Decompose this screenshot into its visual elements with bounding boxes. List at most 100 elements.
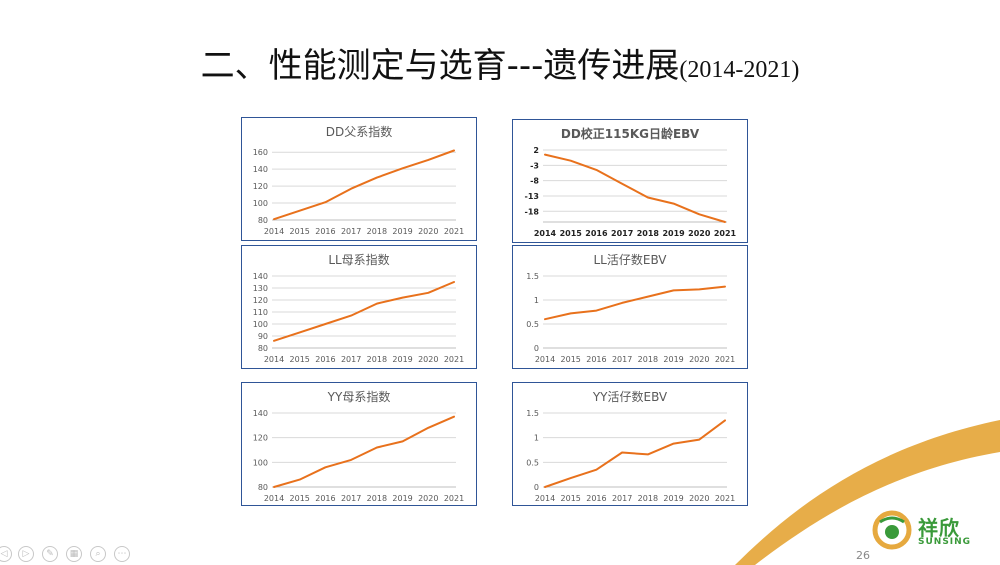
series-line — [273, 415, 455, 488]
x-tick-label: 2014 — [534, 229, 557, 238]
chart-title: YY母系指数 — [327, 389, 391, 404]
x-tick-label: 2016 — [315, 355, 335, 364]
chart-dd-days-ebv: DD校正115KG日龄EBV 2 -3 -8 -13 -18 2014 2015 2016 201… — [512, 119, 748, 243]
y-tick-label: 1 — [534, 296, 539, 305]
chart-title: DD父系指数 — [326, 124, 392, 139]
x-tick-label: 2021 — [714, 229, 737, 238]
x-tick-label: 2015 — [561, 494, 581, 503]
y-tick-label: 120 — [253, 182, 268, 191]
x-tick-label: 2014 — [535, 355, 555, 364]
x-tick-label: 2021 — [444, 227, 464, 236]
logo-subtext: SUNSING — [918, 537, 972, 547]
pen-icon[interactable]: ✎ — [42, 546, 58, 562]
y-tick-label: 140 — [253, 409, 268, 418]
y-tick-label: -8 — [530, 177, 539, 186]
x-tick-label: 2017 — [612, 355, 632, 364]
slideshow-controls: ◁ ▷ ✎ ▦ ⌕ ⋯ — [0, 545, 150, 565]
chart-title: LL母系指数 — [328, 252, 389, 267]
x-tick-label: 2020 — [688, 229, 711, 238]
y-tick-label: 100 — [253, 199, 268, 208]
x-tick-label: 2018 — [367, 494, 387, 503]
zoom-icon[interactable]: ⌕ — [90, 546, 106, 562]
more-options-icon[interactable]: ⋯ — [114, 546, 130, 562]
x-tick-label: 2020 — [418, 355, 438, 364]
x-tick-label: 2018 — [638, 355, 658, 364]
x-tick-label: 2017 — [611, 229, 633, 238]
y-tick-label: 120 — [253, 434, 268, 443]
logo-mark-icon — [872, 510, 912, 550]
y-tick-label: 160 — [253, 148, 268, 157]
x-tick-label: 2021 — [715, 355, 735, 364]
x-tick-label: 2015 — [561, 355, 581, 364]
chart-yy-litter-ebv: YY活仔数EBV 0 0.5 1 1.5 2014 2015 2016 2017 2018 2019… — [512, 382, 748, 506]
chart-svg: YY活仔数EBV 0 0.5 1 1.5 2014 2015 2016 2017 2018 2019… — [526, 389, 735, 503]
x-tick-label: 2020 — [418, 227, 438, 236]
y-tick-label: 0.5 — [526, 458, 539, 467]
x-tick-label: 2016 — [315, 227, 335, 236]
x-tick-label: 2016 — [586, 355, 606, 364]
company-logo: 祥欣 SUNSING — [872, 510, 982, 550]
slides-view-icon[interactable]: ▦ — [66, 546, 82, 562]
x-tick-label: 2014 — [264, 227, 284, 236]
chart-svg: DD父系指数 80 100 120 140 160 2014 2015 2016 2017 2018… — [253, 124, 464, 236]
chart-title: LL活仔数EBV — [593, 252, 667, 267]
x-tick-label: 2016 — [585, 229, 608, 238]
y-tick-label: 0 — [534, 483, 539, 492]
x-tick-label: 2015 — [560, 229, 583, 238]
next-slide-icon[interactable]: ▷ — [18, 546, 34, 562]
slide-title-years: (2014-2021) — [679, 57, 800, 83]
x-tick-label: 2020 — [689, 494, 709, 503]
y-tick-label: 110 — [253, 308, 268, 317]
x-tick-label: 2018 — [367, 227, 387, 236]
chart-svg: YY母系指数 80 100 120 140 2014 2015 2016 2017 2018 201… — [253, 389, 464, 503]
x-tick-label: 2016 — [586, 494, 606, 503]
chart-svg: LL母系指数 80 90 100 110 120 130 140 2014 2015 2016 201… — [253, 252, 464, 364]
y-tick-label: -18 — [525, 207, 540, 216]
chart-ll-dam-index: LL母系指数 80 90 100 110 120 130 140 2014 2015 2016 201… — [241, 245, 477, 369]
x-tick-label: 2017 — [612, 494, 632, 503]
x-tick-label: 2020 — [418, 494, 438, 503]
y-tick-label: 100 — [253, 320, 268, 329]
x-tick-label: 2014 — [264, 355, 284, 364]
x-tick-label: 2015 — [290, 494, 310, 503]
x-tick-label: 2019 — [392, 227, 412, 236]
y-tick-label: 80 — [258, 344, 268, 353]
y-tick-label: 1.5 — [526, 272, 539, 281]
y-tick-label: 90 — [258, 332, 268, 341]
x-tick-label: 2018 — [367, 355, 387, 364]
slide-title: 二、性能测定与选育---遗传进展(2014-2021) — [0, 38, 1000, 87]
series-line — [273, 149, 455, 221]
y-tick-label: -3 — [530, 161, 539, 170]
y-tick-label: 120 — [253, 296, 268, 305]
x-tick-label: 2021 — [444, 494, 464, 503]
x-tick-label: 2020 — [689, 355, 709, 364]
x-tick-label: 2015 — [290, 355, 310, 364]
chart-ll-litter-ebv: LL活仔数EBV 0 0.5 1 1.5 2014 2015 2016 2017 2018 2019… — [512, 245, 748, 369]
x-tick-label: 2021 — [444, 355, 464, 364]
series-line — [273, 281, 455, 342]
x-tick-label: 2015 — [290, 227, 310, 236]
slide-title-main: 二、性能测定与选育---遗传进展 — [200, 46, 680, 86]
y-tick-label: 0 — [534, 344, 539, 353]
x-tick-label: 2017 — [341, 494, 361, 503]
x-tick-label: 2016 — [315, 494, 335, 503]
y-tick-label: 80 — [258, 216, 268, 225]
chart-svg: LL活仔数EBV 0 0.5 1 1.5 2014 2015 2016 2017 2018 2019… — [526, 252, 735, 364]
y-tick-label: 2 — [533, 146, 539, 155]
x-tick-label: 2017 — [341, 227, 361, 236]
y-tick-label: 140 — [253, 272, 268, 281]
logo-text: 祥欣 — [918, 516, 960, 540]
y-tick-label: 1 — [534, 434, 539, 443]
prev-slide-icon[interactable]: ◁ — [0, 546, 12, 562]
y-tick-label: 0.5 — [526, 320, 539, 329]
series-line — [544, 153, 726, 223]
y-tick-label: 140 — [253, 165, 268, 174]
x-tick-label: 2014 — [264, 494, 284, 503]
x-tick-label: 2019 — [663, 494, 683, 503]
x-tick-label: 2017 — [341, 355, 361, 364]
chart-title: YY活仔数EBV — [592, 389, 668, 404]
series-line — [544, 285, 726, 321]
chart-title: DD校正115KG日龄EBV — [561, 126, 700, 141]
